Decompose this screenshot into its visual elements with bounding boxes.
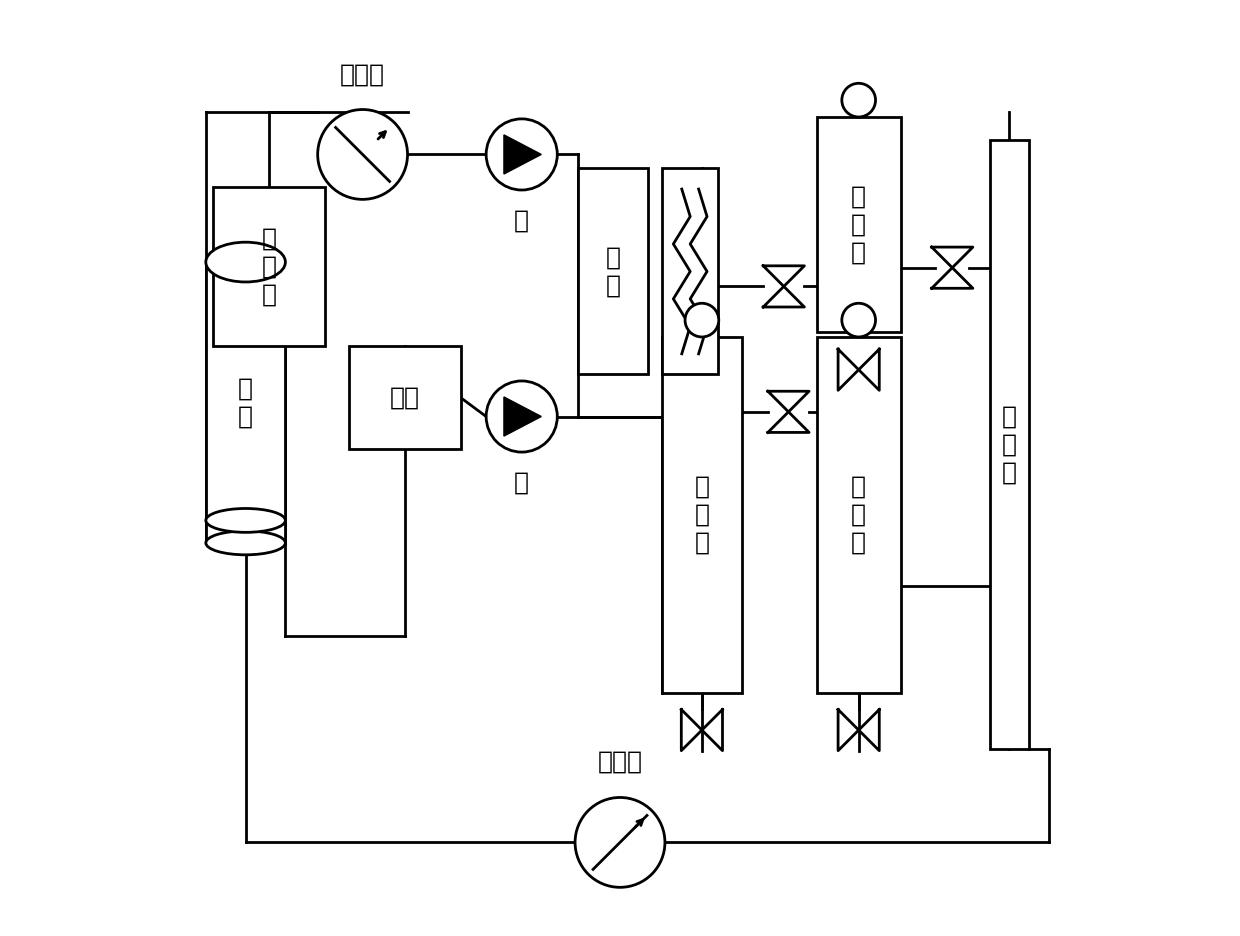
Text: 冷箱: 冷箱 — [389, 386, 419, 410]
Bar — [817, 117, 900, 332]
Text: 混
合: 混 合 — [605, 245, 620, 298]
Circle shape — [486, 119, 557, 190]
Polygon shape — [763, 266, 805, 286]
Text: 精
馏
柱: 精 馏 柱 — [1002, 404, 1017, 485]
Polygon shape — [681, 709, 702, 751]
Circle shape — [317, 110, 408, 199]
Text: 分
离
器: 分 离 器 — [851, 475, 867, 555]
Polygon shape — [503, 135, 542, 174]
Polygon shape — [931, 247, 973, 268]
Bar — [990, 140, 1029, 749]
Text: 钢
瓶: 钢 瓶 — [238, 376, 253, 429]
Polygon shape — [858, 349, 879, 390]
Circle shape — [486, 381, 557, 452]
Polygon shape — [763, 286, 805, 307]
Text: 泵: 泵 — [515, 209, 529, 233]
Bar — [206, 262, 285, 543]
Polygon shape — [858, 709, 879, 751]
Text: 泵: 泵 — [515, 471, 529, 495]
Ellipse shape — [206, 531, 285, 555]
Bar — [662, 168, 718, 374]
Bar — [578, 168, 649, 374]
Circle shape — [842, 83, 875, 117]
Polygon shape — [838, 709, 858, 751]
Polygon shape — [931, 268, 973, 288]
Polygon shape — [768, 391, 808, 412]
Text: 分
离
器: 分 离 器 — [851, 184, 867, 265]
Ellipse shape — [206, 508, 285, 533]
Bar — [817, 337, 900, 693]
Bar — [662, 337, 742, 693]
Ellipse shape — [206, 242, 285, 282]
Text: 流量计: 流量计 — [340, 62, 386, 86]
Circle shape — [575, 797, 665, 887]
Bar — [213, 187, 325, 346]
Text: 夹
带
剂: 夹 带 剂 — [262, 227, 277, 307]
Circle shape — [684, 303, 719, 337]
Text: 萃
取
器: 萃 取 器 — [694, 475, 709, 555]
Polygon shape — [838, 349, 858, 390]
Polygon shape — [702, 709, 723, 751]
Polygon shape — [768, 412, 808, 432]
Text: 流量计: 流量计 — [598, 750, 642, 774]
Bar — [348, 346, 461, 449]
Polygon shape — [503, 397, 542, 436]
Circle shape — [842, 303, 875, 337]
